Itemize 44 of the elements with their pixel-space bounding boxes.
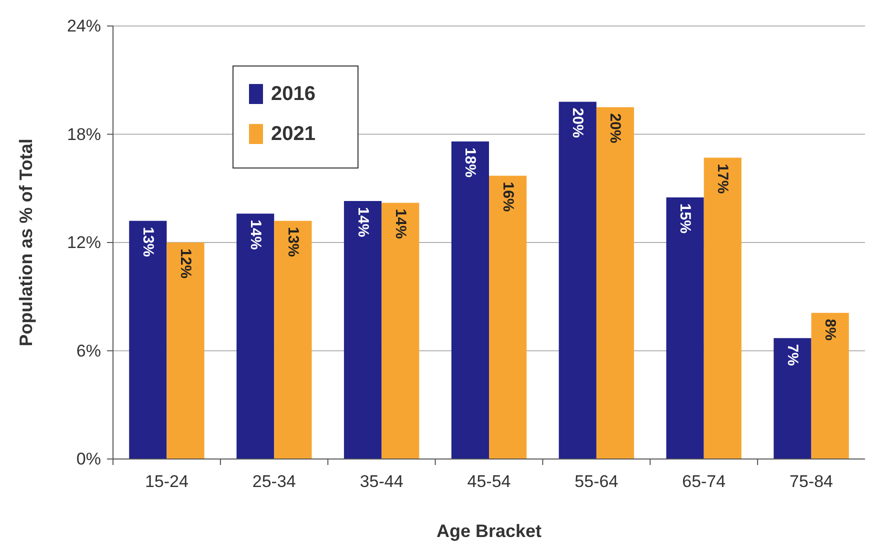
x-tick-label: 65-74 (682, 472, 726, 491)
x-tick-label: 15-24 (144, 472, 188, 491)
data-label: 17% (714, 164, 732, 194)
data-label: 8% (822, 318, 839, 341)
legend-label: 2021 (271, 123, 316, 145)
data-label: 12% (177, 248, 194, 279)
data-label: 7% (784, 344, 801, 366)
legend-label: 2016 (271, 83, 316, 105)
data-label: 20% (569, 108, 586, 138)
y-tick-label: 12% (66, 233, 101, 252)
data-label: 15% (676, 203, 694, 234)
data-label: 13% (284, 226, 302, 257)
bar (129, 220, 167, 459)
data-label: 18% (462, 147, 479, 178)
data-label: 13% (139, 226, 156, 257)
bar (811, 312, 849, 459)
y-tick-label: 0% (76, 450, 101, 468)
bar (274, 220, 312, 459)
bar (489, 176, 527, 459)
x-tick-label: 55-64 (574, 472, 618, 491)
bar (704, 158, 742, 459)
bar (774, 338, 812, 459)
x-tick-label: 25-34 (252, 472, 296, 491)
y-tick-label: 18% (66, 124, 101, 144)
bar (451, 141, 489, 459)
data-label: 14% (246, 220, 264, 250)
x-tick-label: 35-44 (360, 472, 404, 491)
x-axis-title: Age Bracket (436, 521, 542, 541)
bar (666, 197, 704, 459)
data-label: 14% (392, 208, 409, 239)
bar (558, 102, 596, 459)
x-tick-label: 75-84 (790, 472, 834, 491)
y-tick-label: 6% (76, 341, 101, 360)
bar (236, 214, 274, 459)
bar (166, 242, 204, 459)
bar (596, 107, 634, 459)
data-label: 16% (499, 182, 516, 212)
data-label: 14% (354, 207, 372, 238)
x-tick-label: 45-54 (467, 472, 511, 491)
y-tick-label: 24% (66, 16, 101, 36)
data-label: 20% (606, 113, 624, 144)
bar (382, 202, 420, 459)
bar (344, 201, 382, 459)
y-axis-title: Population as % of Total (16, 138, 36, 346)
